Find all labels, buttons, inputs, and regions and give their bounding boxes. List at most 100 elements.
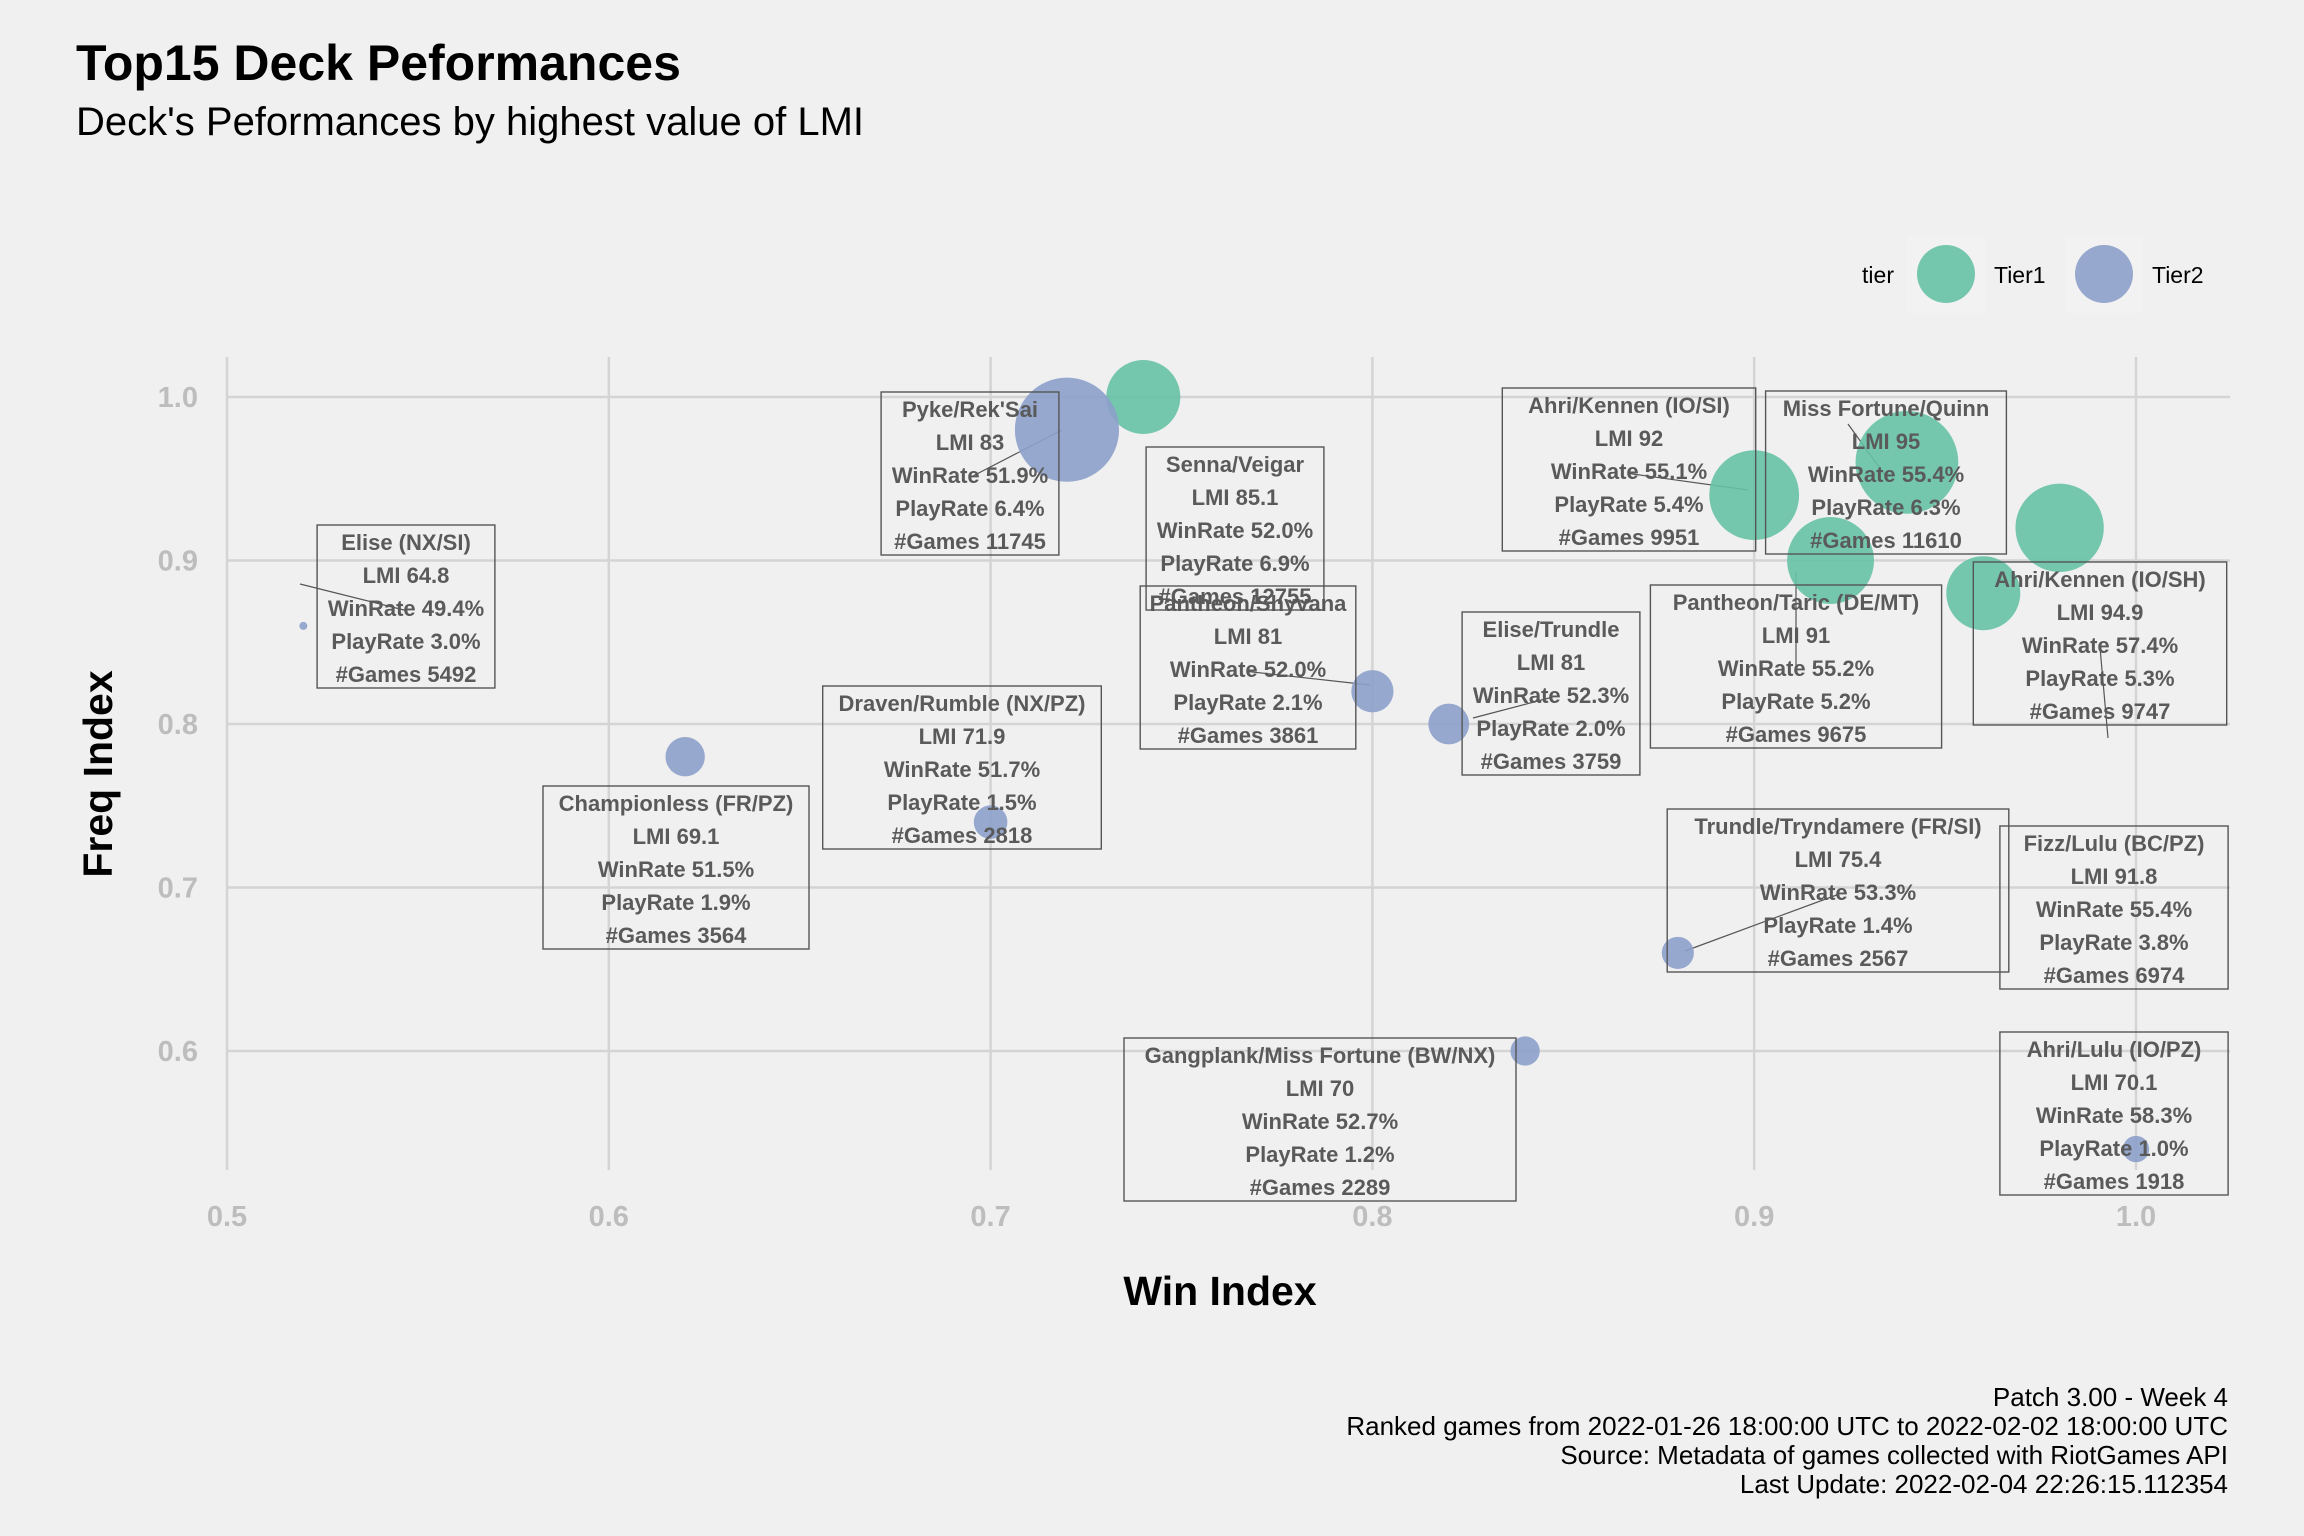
y-tick-label: 0.6 bbox=[158, 1036, 198, 1068]
data-label-line: LMI 81 bbox=[1517, 650, 1585, 675]
y-tick-label: 0.9 bbox=[158, 546, 198, 578]
x-tick-label: 0.5 bbox=[207, 1201, 247, 1233]
data-label-line: PlayRate 6.4% bbox=[895, 496, 1044, 521]
data-label-box bbox=[1139, 585, 1357, 750]
data-label-box bbox=[1461, 611, 1641, 776]
data-label-line: WinRate 55.2% bbox=[1718, 656, 1874, 681]
data-label-line: Fizz/Lulu (BC/PZ) bbox=[2024, 831, 2205, 856]
data-label-line: Senna/Veigar bbox=[1166, 452, 1305, 477]
data-labels: Pyke/Rek'Sai LMI 83 WinRate 51.9% PlayRate … bbox=[316, 387, 2229, 1202]
label-leader-lines bbox=[299, 423, 2109, 952]
y-tick-label: 0.7 bbox=[158, 873, 198, 905]
legend-key-tier2 bbox=[2075, 245, 2133, 303]
data-label-line: LMI 91.8 bbox=[2071, 864, 2158, 889]
data-label-line: LMI 85.1 bbox=[1192, 485, 1279, 510]
data-point-tier2 bbox=[1510, 1036, 1540, 1066]
x-axis-label: Win Index bbox=[1123, 1268, 1316, 1314]
legend-title: tier bbox=[1862, 262, 1894, 288]
data-label-line: WinRate 55.4% bbox=[1808, 462, 1964, 487]
data-label-line: PlayRate 2.0% bbox=[1476, 716, 1625, 741]
data-label-line: Draven/Rumble (NX/PZ) bbox=[839, 691, 1086, 716]
data-label-line: #Games 12755 bbox=[1159, 584, 1312, 609]
data-label-line: LMI 64.8 bbox=[363, 563, 450, 588]
data-label-line: #Games 3861 bbox=[1178, 723, 1319, 748]
data-label-line: LMI 94.9 bbox=[2057, 600, 2144, 625]
data-label-line: PlayRate 1.9% bbox=[601, 890, 750, 915]
data-label-line: WinRate 52.0% bbox=[1170, 657, 1326, 682]
data-label-line: PlayRate 3.8% bbox=[2039, 930, 2188, 955]
data-label-box bbox=[1123, 1037, 1517, 1202]
data-label-line: #Games 2289 bbox=[1250, 1175, 1391, 1200]
data-label-line: PlayRate 5.4% bbox=[1554, 492, 1703, 517]
data-label-line: LMI 69.1 bbox=[633, 824, 720, 849]
chart-title: Top15 Deck Peformances bbox=[76, 35, 681, 91]
data-label-line: Trundle/Tryndamere (FR/SI) bbox=[1694, 814, 1981, 839]
data-point-tier1 bbox=[1709, 450, 1800, 540]
data-label-line: #Games 11610 bbox=[1810, 528, 1962, 553]
data-label-line: #Games 11745 bbox=[894, 529, 1046, 554]
data-label-line: LMI 75.4 bbox=[1795, 847, 1883, 872]
data-label-line: PlayRate 1.4% bbox=[1763, 913, 1912, 938]
data-label-line: #Games 9951 bbox=[1559, 525, 1700, 550]
data-label-line: PlayRate 3.0% bbox=[331, 629, 480, 654]
data-label-box bbox=[822, 685, 1103, 850]
data-label-line: Ahri/Lulu (IO/PZ) bbox=[2027, 1037, 2202, 1062]
axis-tick-labels: 0.5 0.6 0.7 0.8 0.9 1.0 0.6 0.7 0.8 0.9 1.0 bbox=[158, 382, 2156, 1233]
data-point-tier1 bbox=[1855, 411, 1959, 514]
leader-line bbox=[2099, 647, 2109, 739]
caption: Patch 3.00 - Week 4 Ranked games from 20… bbox=[1346, 1383, 2228, 1499]
data-label-line: Elise (NX/SI) bbox=[341, 530, 471, 555]
data-label-line: #Games 1918 bbox=[2044, 1169, 2185, 1194]
data-label-line: LMI 70.1 bbox=[2071, 1070, 2158, 1095]
y-axis-label: Freq Index bbox=[75, 670, 121, 878]
y-tick-label: 1.0 bbox=[158, 382, 198, 414]
x-tick-label: 0.6 bbox=[589, 1201, 629, 1233]
data-label-box bbox=[1501, 387, 1757, 552]
data-label-line: WinRate 57.4% bbox=[2022, 633, 2178, 658]
data-label-line: Miss Fortune/Quinn bbox=[1783, 396, 1990, 421]
data-label-line: LMI 91 bbox=[1762, 623, 1830, 648]
data-label-box bbox=[542, 785, 810, 950]
x-tick-label: 1.0 bbox=[2116, 1201, 2156, 1233]
data-point-tier2 bbox=[1428, 703, 1470, 745]
data-label-line: WinRate 51.5% bbox=[598, 857, 754, 882]
x-tick-label: 0.7 bbox=[970, 1201, 1010, 1233]
data-label-line: PlayRate 1.2% bbox=[1245, 1142, 1394, 1167]
data-label-line: #Games 6974 bbox=[2044, 963, 2185, 988]
data-label-line: WinRate 52.3% bbox=[1473, 683, 1629, 708]
data-point-tier2 bbox=[2122, 1135, 2150, 1163]
caption-line: Last Update: 2022-02-04 22:26:15.112354 bbox=[1739, 1469, 2228, 1499]
data-label-line: PlayRate 6.3% bbox=[1811, 495, 1960, 520]
data-label-box bbox=[1649, 584, 1943, 749]
y-tick-label: 0.8 bbox=[158, 709, 198, 741]
caption-line: Source: Metadata of games collected with… bbox=[1560, 1440, 2228, 1470]
data-label-line: #Games 2567 bbox=[1768, 946, 1909, 971]
data-point-tier2 bbox=[299, 621, 308, 630]
data-label-line: WinRate 52.0% bbox=[1157, 518, 1313, 543]
caption-line: Patch 3.00 - Week 4 bbox=[1992, 1382, 2228, 1412]
data-label-box bbox=[1999, 825, 2229, 990]
data-label-line: PlayRate 5.2% bbox=[1721, 689, 1870, 714]
leader-line bbox=[1247, 670, 1371, 686]
chart-subtitle: Deck's Peformances by highest value of L… bbox=[76, 100, 865, 144]
data-point-tier2 bbox=[1351, 670, 1394, 713]
data-label-line: Gangplank/Miss Fortune (BW/NX) bbox=[1145, 1043, 1496, 1068]
data-label-box bbox=[316, 524, 496, 689]
data-label-line: Ahri/Kennen (IO/SH) bbox=[1994, 567, 2205, 592]
data-point-tier2 bbox=[973, 805, 1008, 839]
data-points bbox=[299, 360, 2150, 1163]
data-label-box bbox=[1999, 1031, 2229, 1196]
data-label-line: LMI 95 bbox=[1852, 429, 1920, 454]
data-label-line: WinRate 53.3% bbox=[1760, 880, 1916, 905]
data-point-tier2 bbox=[665, 737, 705, 777]
data-label-line: WinRate 55.1% bbox=[1551, 459, 1707, 484]
data-label-line: WinRate 58.3% bbox=[2036, 1103, 2192, 1128]
data-label-line: PlayRate 6.9% bbox=[1160, 551, 1309, 576]
data-label-box bbox=[880, 391, 1060, 556]
data-label-line: PlayRate 1.5% bbox=[887, 790, 1036, 815]
data-label-line: PlayRate 5.3% bbox=[2025, 666, 2174, 691]
data-label-box bbox=[1666, 808, 2010, 973]
data-label-line: #Games 9675 bbox=[1726, 722, 1867, 747]
x-tick-label: 0.9 bbox=[1734, 1201, 1774, 1233]
data-label-line: Championless (FR/PZ) bbox=[559, 791, 794, 816]
